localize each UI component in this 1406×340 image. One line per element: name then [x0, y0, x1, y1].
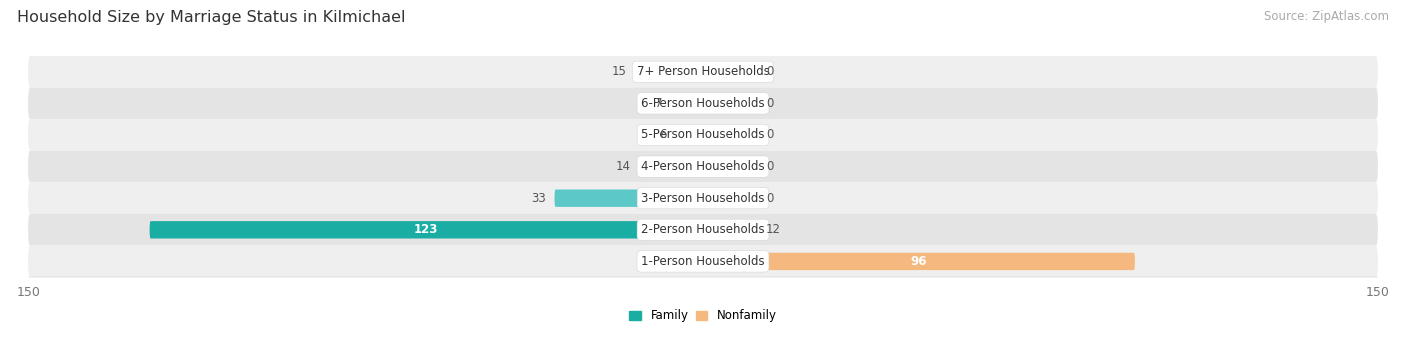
Text: 2-Person Households: 2-Person Households: [641, 223, 765, 236]
Text: 4-Person Households: 4-Person Households: [641, 160, 765, 173]
FancyBboxPatch shape: [28, 245, 1378, 277]
Text: 15: 15: [612, 65, 627, 78]
FancyBboxPatch shape: [676, 126, 703, 144]
FancyBboxPatch shape: [672, 95, 703, 112]
FancyBboxPatch shape: [703, 158, 756, 175]
FancyBboxPatch shape: [28, 182, 1378, 214]
FancyBboxPatch shape: [28, 214, 1378, 245]
Text: 6: 6: [659, 129, 666, 141]
Text: 0: 0: [766, 192, 773, 205]
Text: 0: 0: [766, 97, 773, 110]
Text: 0: 0: [766, 65, 773, 78]
Text: 6-Person Households: 6-Person Households: [641, 97, 765, 110]
Text: 12: 12: [766, 223, 780, 236]
FancyBboxPatch shape: [703, 253, 1135, 270]
FancyBboxPatch shape: [149, 221, 703, 238]
Text: 33: 33: [531, 192, 546, 205]
FancyBboxPatch shape: [703, 189, 756, 207]
FancyBboxPatch shape: [636, 63, 703, 81]
FancyBboxPatch shape: [703, 95, 756, 112]
FancyBboxPatch shape: [640, 158, 703, 175]
Text: 1-Person Households: 1-Person Households: [641, 255, 765, 268]
FancyBboxPatch shape: [703, 63, 756, 81]
Text: 14: 14: [616, 160, 631, 173]
Text: Source: ZipAtlas.com: Source: ZipAtlas.com: [1264, 10, 1389, 23]
Text: 96: 96: [911, 255, 927, 268]
FancyBboxPatch shape: [28, 151, 1378, 182]
FancyBboxPatch shape: [554, 189, 703, 207]
Legend: Family, Nonfamily: Family, Nonfamily: [630, 309, 776, 322]
FancyBboxPatch shape: [28, 119, 1378, 151]
Text: 7: 7: [655, 97, 662, 110]
Text: Household Size by Marriage Status in Kilmichael: Household Size by Marriage Status in Kil…: [17, 10, 405, 25]
Text: 3-Person Households: 3-Person Households: [641, 192, 765, 205]
Text: 5-Person Households: 5-Person Households: [641, 129, 765, 141]
Text: 123: 123: [415, 223, 439, 236]
FancyBboxPatch shape: [28, 88, 1378, 119]
Text: 0: 0: [766, 160, 773, 173]
FancyBboxPatch shape: [28, 56, 1378, 88]
FancyBboxPatch shape: [703, 221, 756, 238]
Text: 0: 0: [766, 129, 773, 141]
FancyBboxPatch shape: [703, 126, 756, 144]
Text: 7+ Person Households: 7+ Person Households: [637, 65, 769, 78]
